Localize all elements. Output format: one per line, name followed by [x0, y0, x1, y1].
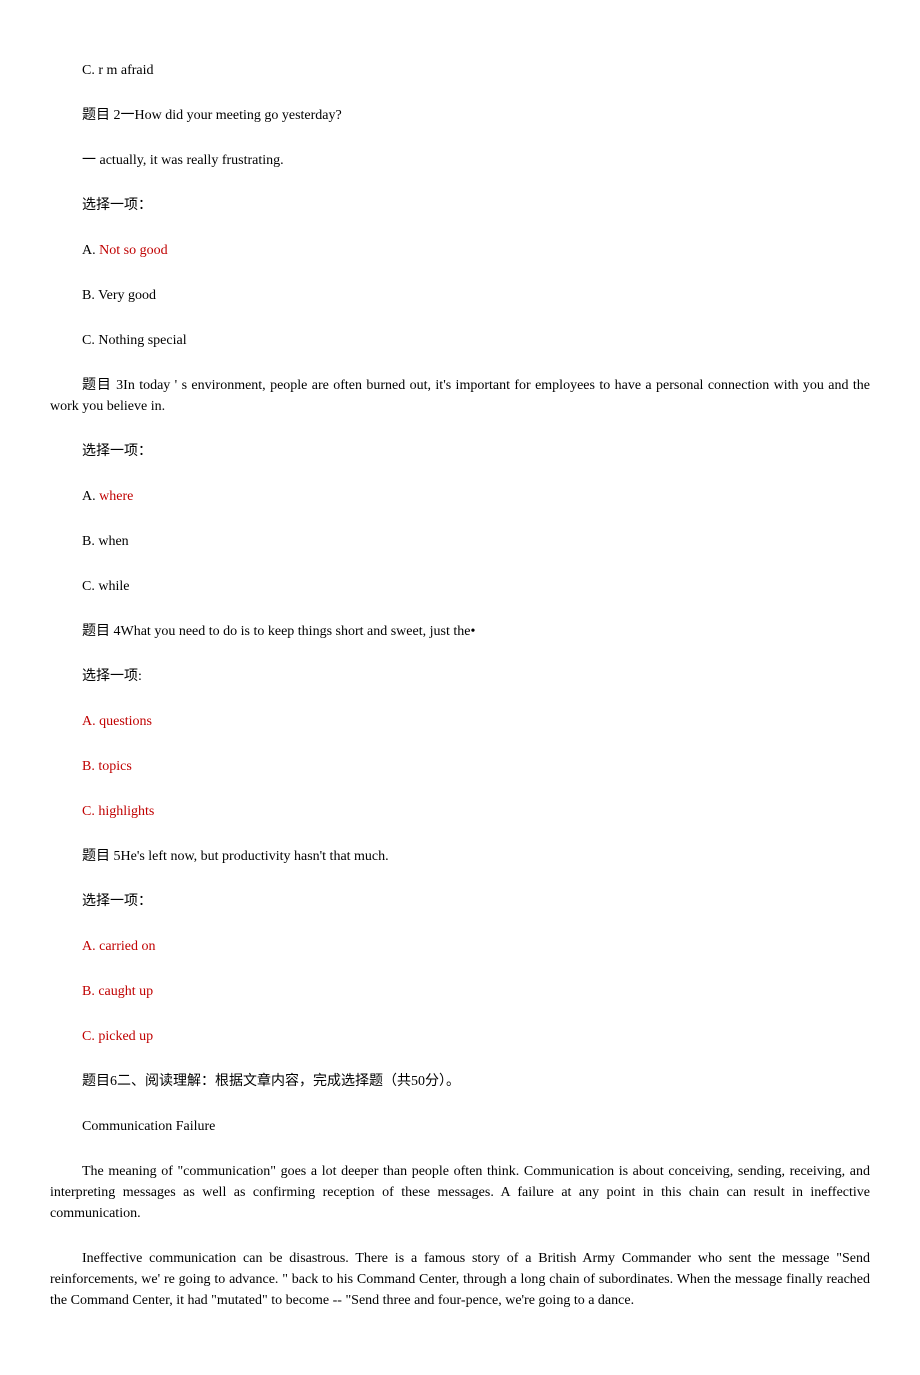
q2-option-b: B. Very good	[50, 285, 870, 306]
q3-option-a: A. where	[50, 486, 870, 507]
option-prefix: A.	[82, 489, 99, 504]
choose-one-label: 选择一项：	[50, 441, 870, 462]
question-4-stem: 题目 4What you need to do is to keep thing…	[50, 621, 870, 642]
question-2-stem-line2: 一 actually, it was really frustrating.	[50, 150, 870, 171]
question-5-stem: 题目 5He's left now, but productivity hasn…	[50, 846, 870, 867]
q5-option-c: C. picked up	[50, 1026, 870, 1047]
q4-option-a: A. questions	[50, 711, 870, 732]
passage-paragraph-2: Ineffective communication can be disastr…	[50, 1248, 870, 1311]
option-c: C. r m afraid	[50, 60, 870, 81]
q2-option-a: A. Not so good	[50, 240, 870, 261]
q4-option-b: B. topics	[50, 756, 870, 777]
q4-option-c: C. highlights	[50, 801, 870, 822]
question-6-heading: 题目6二、阅读理解：根据文章内容，完成选择题（共50分）。	[50, 1071, 870, 1092]
option-answer-text: where	[99, 489, 133, 504]
q3-option-c: C. while	[50, 576, 870, 597]
option-prefix: A.	[82, 243, 99, 258]
choose-one-label: 选择一项:	[50, 666, 870, 687]
q5-option-a: A. carried on	[50, 936, 870, 957]
passage-paragraph-1: The meaning of "communication" goes a lo…	[50, 1161, 870, 1224]
q5-option-b: B. caught up	[50, 981, 870, 1002]
q3-option-b: B. when	[50, 531, 870, 552]
passage-title: Communication Failure	[50, 1116, 870, 1137]
choose-one-label: 选择一项：	[50, 891, 870, 912]
choose-one-label: 选择一项：	[50, 195, 870, 216]
question-2-stem: 题目 2一How did your meeting go yesterday?	[50, 105, 870, 126]
question-3-text: 题目 3In today ' s environment, people are…	[50, 378, 870, 414]
question-3-stem: 题目 3In today ' s environment, people are…	[50, 375, 870, 417]
option-answer-text: Not so good	[99, 243, 167, 258]
q2-option-c: C. Nothing special	[50, 330, 870, 351]
